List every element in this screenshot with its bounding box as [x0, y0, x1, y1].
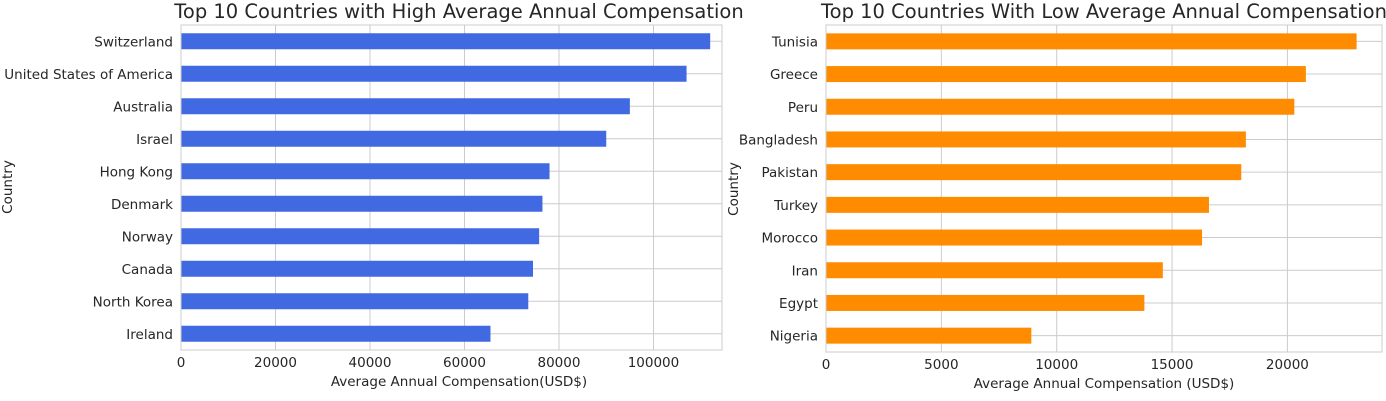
bar: [826, 66, 1306, 83]
y-axis-title: Country: [726, 162, 742, 216]
bar: [826, 33, 1357, 50]
plot-frame: [825, 24, 1383, 353]
chart-title: Top 10 Countries with High Average Annua…: [173, 0, 743, 23]
bar: [181, 228, 540, 245]
bar: [181, 98, 630, 115]
plot-frame: [180, 24, 723, 351]
x-axis-title: Average Annual Compensation (USD$): [974, 376, 1235, 392]
y-tick-label: Pakistan: [761, 165, 818, 181]
bar: [181, 65, 687, 82]
x-axis-title: Average Annual Compensation(USD$): [331, 374, 587, 390]
y-tick-label: United States of America: [4, 67, 173, 83]
y-tick-label: Bangladesh: [739, 132, 818, 148]
x-tick-label: 5000: [924, 357, 958, 373]
plot-area: [825, 24, 1383, 353]
bar: [181, 195, 543, 212]
bar: [826, 131, 1246, 148]
y-tick-label: Morocco: [761, 231, 818, 247]
chart-low-compensation: Top 10 Countries With Low Average Annual…: [726, 0, 1386, 392]
x-tick-label: 20000: [1266, 357, 1309, 373]
x-tick-label: 15000: [1151, 357, 1194, 373]
x-tick-label: 100000: [628, 355, 680, 371]
y-tick-label: Egypt: [779, 296, 818, 312]
y-tick-label: Australia: [113, 99, 173, 115]
y-tick-label: Denmark: [111, 197, 173, 213]
bar: [826, 294, 1145, 311]
bar: [181, 293, 529, 310]
bar: [826, 196, 1209, 213]
bar: [181, 163, 550, 180]
y-tick-label: Nigeria: [770, 329, 818, 345]
y-tick-label: Turkey: [773, 198, 818, 214]
y-tick-label: Hong Kong: [100, 164, 173, 180]
bar: [826, 327, 1032, 344]
plot-area: [180, 24, 723, 351]
y-tick-label: Norway: [122, 229, 173, 245]
x-tick-label: 20000: [254, 355, 297, 371]
bar: [826, 164, 1242, 181]
x-tick-label: 80000: [538, 355, 581, 371]
y-tick-label: Canada: [122, 262, 173, 278]
x-tick-label: 60000: [443, 355, 486, 371]
y-tick-label: Israel: [136, 132, 173, 148]
y-tick-label: North Korea: [93, 294, 173, 310]
bar: [181, 260, 534, 277]
chart-title: Top 10 Countries With Low Average Annual…: [820, 0, 1386, 23]
x-tick-label: 0: [822, 357, 831, 373]
x-tick-label: 40000: [349, 355, 392, 371]
x-tick-label: 10000: [1035, 357, 1078, 373]
y-axis-title: Country: [0, 160, 16, 214]
bar: [181, 325, 491, 342]
bar: [826, 229, 1203, 246]
bar: [181, 130, 607, 147]
y-tick-label: Greece: [770, 67, 818, 83]
bar: [181, 33, 711, 50]
y-tick-label: Ireland: [126, 327, 173, 343]
bar: [826, 262, 1163, 279]
x-tick-label: 0: [177, 355, 186, 371]
y-tick-label: Peru: [788, 100, 818, 116]
bar: [826, 98, 1295, 115]
y-tick-label: Tunisia: [771, 34, 818, 50]
chart-high-compensation: Top 10 Countries with High Average Annua…: [0, 0, 744, 390]
y-tick-label: Switzerland: [94, 34, 173, 50]
y-tick-label: Iran: [792, 263, 818, 279]
